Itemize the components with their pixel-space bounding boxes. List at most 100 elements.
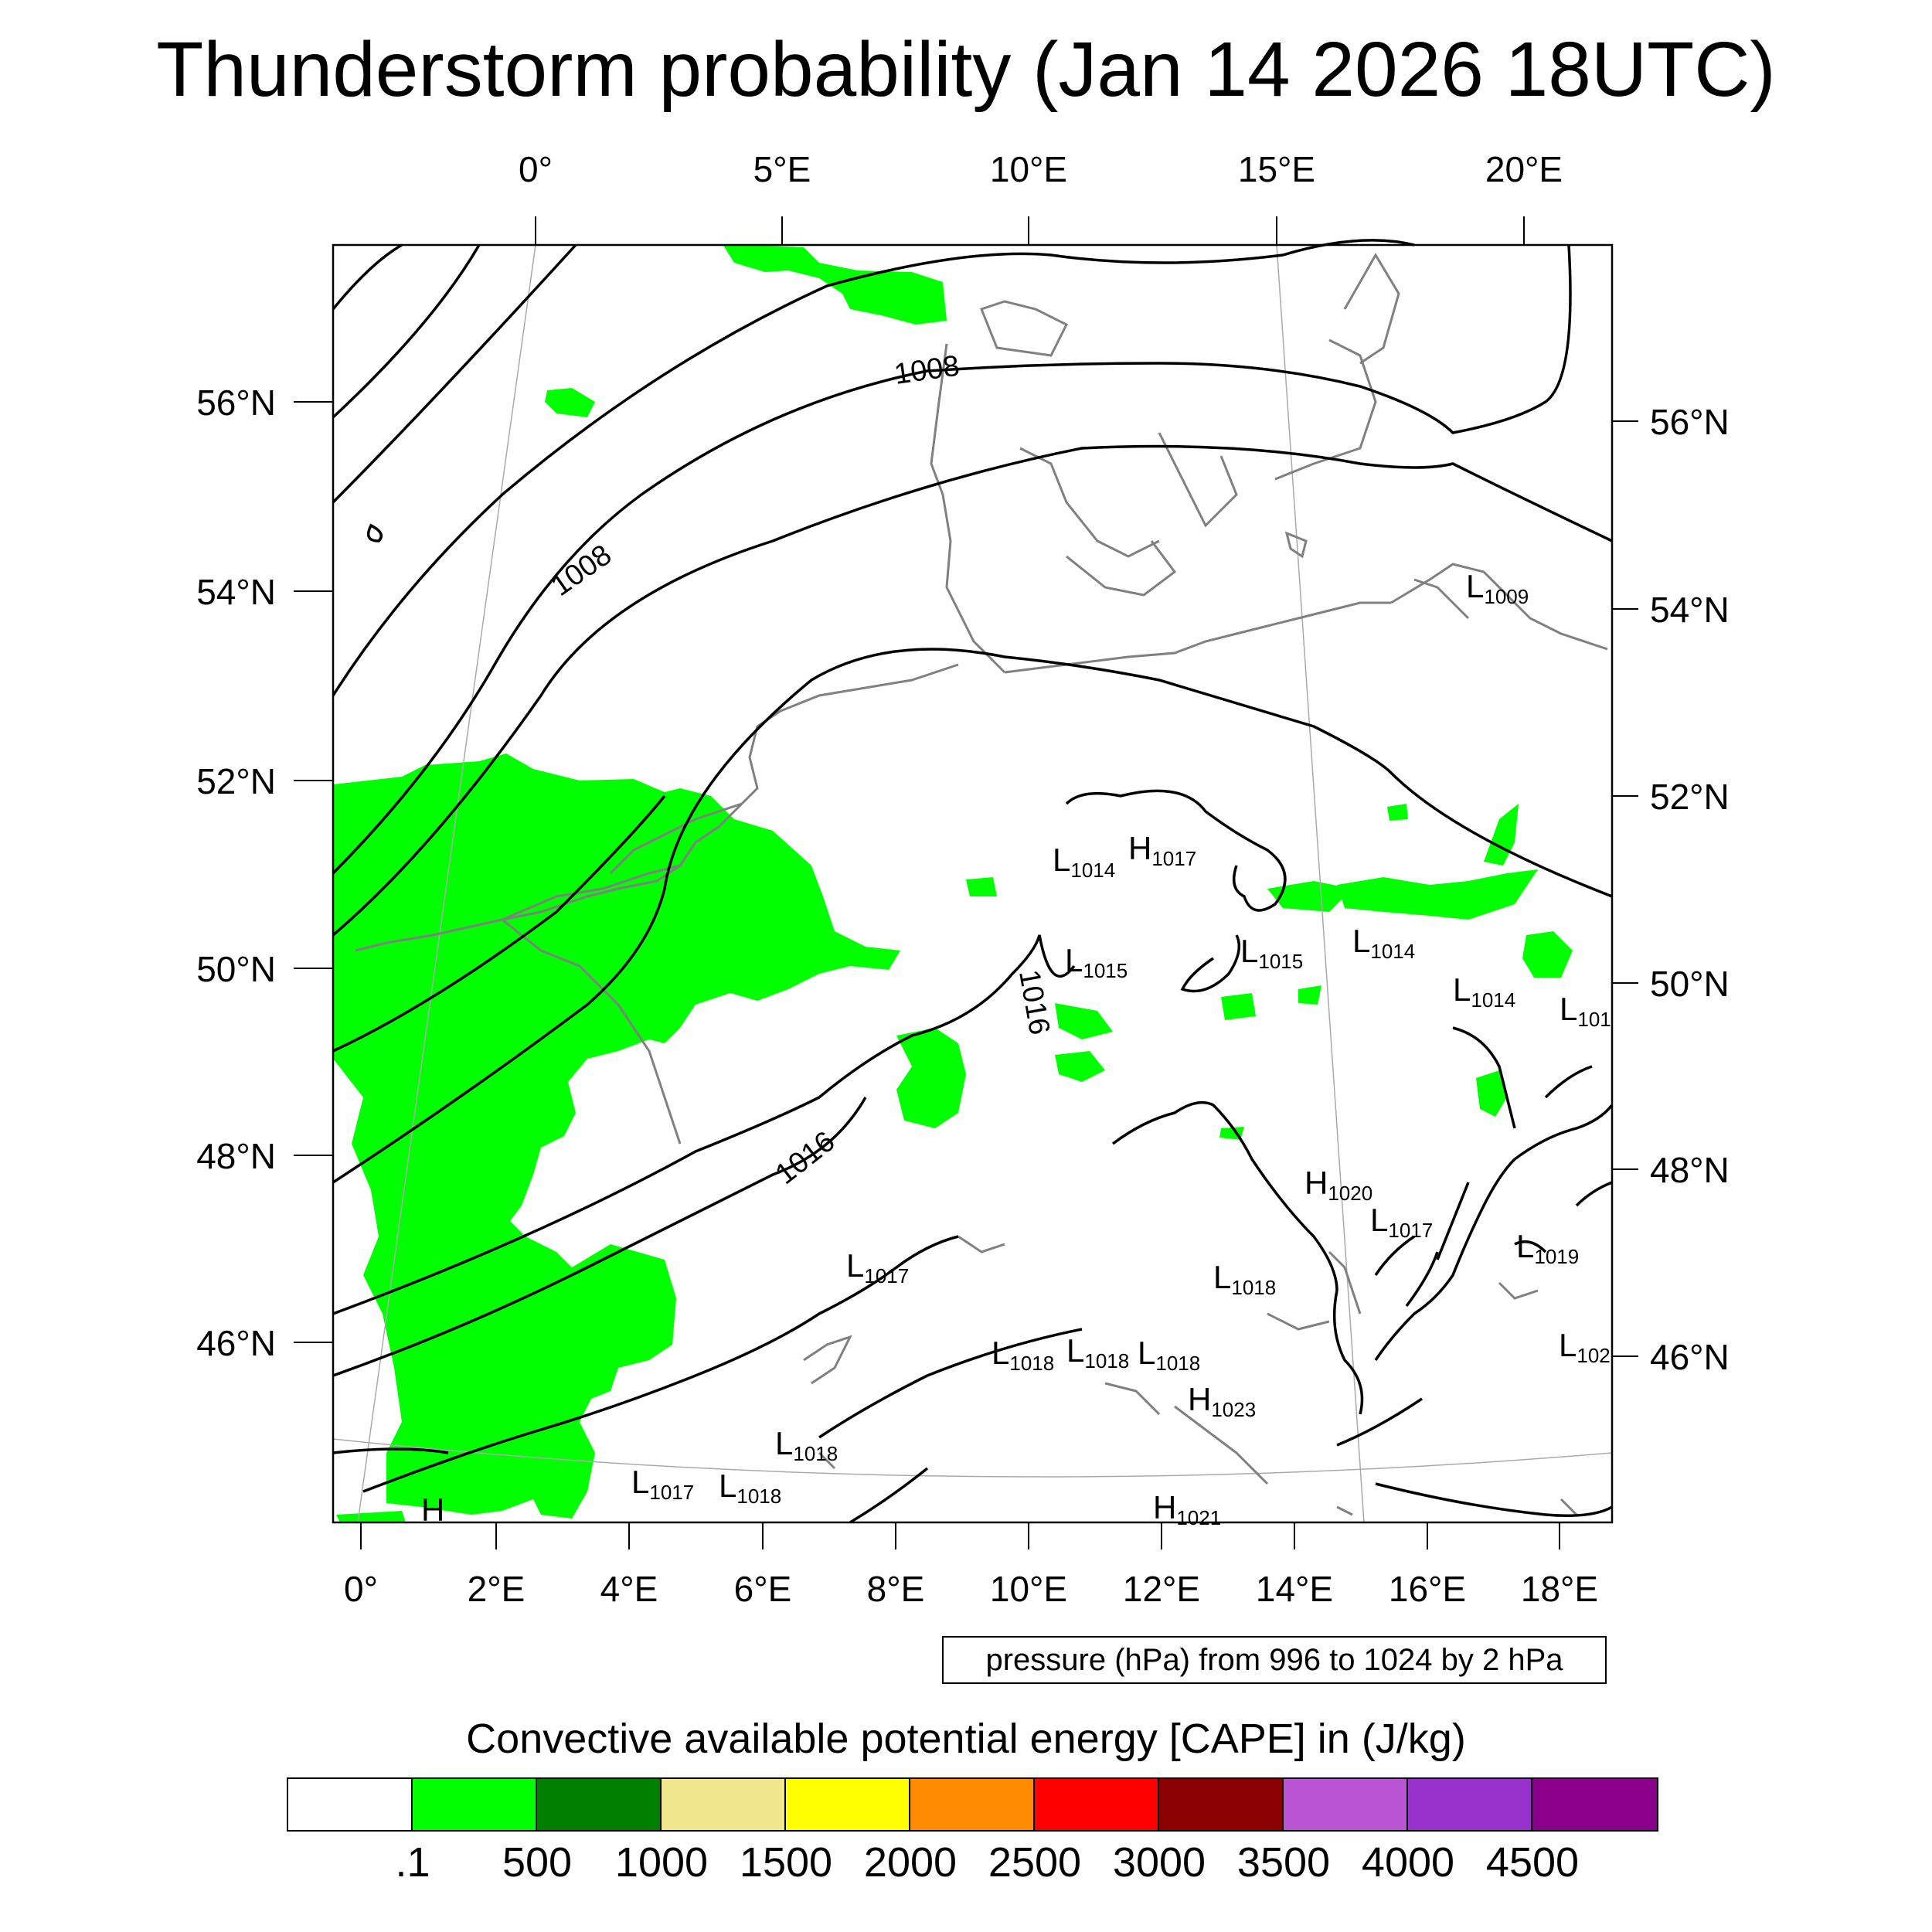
pressure-center-label: H1017 [1128,830,1196,870]
left-lat-label: 46°N [196,1323,276,1363]
map-frame [332,243,1614,1524]
pressure-center-label: L1015 [1240,933,1303,973]
colorbar-swatch [288,1779,413,1830]
cape-area-small-6 [966,877,997,896]
isobar-labels: 1008 1008 1016 1016 [546,350,1056,1192]
pressure-center-label: L1018 [775,1425,838,1465]
pressure-center-label: L1014 [1453,971,1515,1012]
colorbar-swatch [786,1779,910,1830]
bottom-lon-label: 6°E [734,1569,792,1609]
cape-fill-areas [333,244,1573,1522]
colorbar-tick: 3500 [1236,1839,1331,1886]
pressure-center-label: H1020 [1304,1165,1372,1205]
colorbar-tick: 4500 [1485,1839,1580,1886]
colorbar-swatch [1408,1779,1532,1830]
colorbar [287,1777,1658,1832]
cape-area-small-3 [1055,1051,1105,1082]
cape-area-east-3 [1476,1070,1507,1117]
colorbar-swatch [662,1779,786,1830]
pressure-center-label: L1019 [1516,1228,1579,1268]
graticule [332,244,1613,1523]
pressure-center-label: L102 [1559,1327,1611,1367]
pressure-center-label: H1021 [1153,1489,1221,1529]
left-lat-label: 52°N [196,761,276,801]
cape-area-band-1 [1267,881,1352,912]
bottom-lon-label: 16°E [1389,1569,1466,1609]
bottom-lon-label: 18°E [1521,1569,1598,1609]
pressure-center-label: L1017 [1370,1202,1433,1242]
top-lon-label: 0° [519,149,553,189]
cape-area-east-1 [1484,804,1519,866]
pressure-center-label: L1018 [719,1468,781,1508]
colorbar-tick: 3000 [1112,1839,1206,1886]
top-lon-label: 10°E [990,149,1067,189]
pressure-center-label: L1009 [1466,568,1529,608]
top-lon-label: 20°E [1485,149,1563,189]
left-lat-labels: 56°N 54°N 52°N 50°N 48°N 46°N [196,383,276,1363]
pressure-center-label: L1015 [1065,942,1128,982]
bottom-lon-label: 8°E [867,1569,925,1609]
colorbar-swatch [413,1779,537,1830]
top-lon-label: 15°E [1238,149,1315,189]
pressure-center-label: L1018 [1213,1259,1276,1299]
left-lat-label: 50°N [196,949,276,989]
axis-ticks [294,216,1638,1549]
pressure-center-label: L1017 [846,1247,909,1287]
bottom-lon-label: 4°E [600,1569,658,1609]
bottom-lon-label: 12°E [1123,1569,1200,1609]
cape-area-west [333,753,900,1519]
pressure-center-label: H [421,1492,444,1528]
right-lat-label: 54°N [1650,590,1730,630]
bottom-lon-label: 2°E [468,1569,526,1609]
colorbar-swatch [537,1779,662,1830]
right-lat-label: 52°N [1650,777,1730,817]
pressure-center-label: L1014 [1053,842,1115,882]
bottom-lon-label: 10°E [990,1569,1067,1609]
colorbar-tick: 1500 [739,1839,833,1886]
colorbar-tick: .1 [395,1839,430,1886]
pressure-center-label: L1018 [1138,1335,1200,1375]
colorbar-swatch [910,1779,1035,1830]
right-lat-label: 56°N [1650,402,1730,442]
isobar-label: 1016 [770,1125,841,1191]
top-lon-labels: 0° 5°E 10°E 15°E 20°E [519,149,1563,189]
isobar-label: 1016 [1012,968,1056,1038]
pressure-center-label: L1018 [992,1335,1054,1375]
pressure-center-label: L1018 [1066,1332,1129,1372]
colorbar-tick: 500 [502,1839,573,1886]
coastlines [355,253,1608,1516]
colorbar-swatch [1284,1779,1408,1830]
top-lon-label: 5°E [753,149,811,189]
right-lat-labels: 56°N 54°N 52°N 50°N 48°N 46°N [1650,402,1730,1377]
isobars [332,239,1614,1524]
cape-area-small-9 [336,1511,406,1522]
colorbar-swatch [1035,1779,1159,1830]
colorbar-title: Convective available potential energy [C… [466,1716,1466,1762]
colorbar-tick: 2000 [863,1839,957,1886]
pressure-center-label: L101 [1560,991,1611,1031]
cape-area-small-1 [545,388,595,417]
bottom-lon-label: 14°E [1256,1569,1333,1609]
pressure-centers: L1009 L1014 H1017 L1015 L1015 L1014 L101… [421,568,1611,1529]
pressure-center-label: H1023 [1188,1381,1256,1421]
bottom-lon-labels: 0° 2°E 4°E 6°E 8°E 10°E 12°E 14°E 16°E 1… [344,1569,1598,1609]
right-lat-label: 48°N [1650,1150,1730,1190]
cape-area-band-2 [1337,869,1538,920]
cape-area-centre [896,1028,966,1128]
left-lat-label: 56°N [196,383,276,423]
right-lat-label: 46°N [1650,1337,1730,1377]
left-lat-label: 48°N [196,1136,276,1176]
pressure-center-label: L1017 [631,1464,694,1504]
colorbar-tick: 4000 [1361,1839,1455,1886]
pressure-note: pressure (hPa) from 996 to 1024 by 2 hPa [942,1636,1607,1684]
colorbar-swatch [1532,1779,1657,1830]
colorbar-swatch [1159,1779,1284,1830]
left-lat-label: 54°N [196,572,276,612]
chart-title: Thunderstorm probability (Jan 14 2026 18… [156,26,1776,113]
colorbar-tick: 2500 [988,1839,1082,1886]
cape-area-east-2 [1522,931,1573,978]
bottom-lon-label: 0° [344,1569,378,1609]
cape-area-small-8 [1387,804,1408,821]
colorbar-tick: 1000 [614,1839,709,1886]
